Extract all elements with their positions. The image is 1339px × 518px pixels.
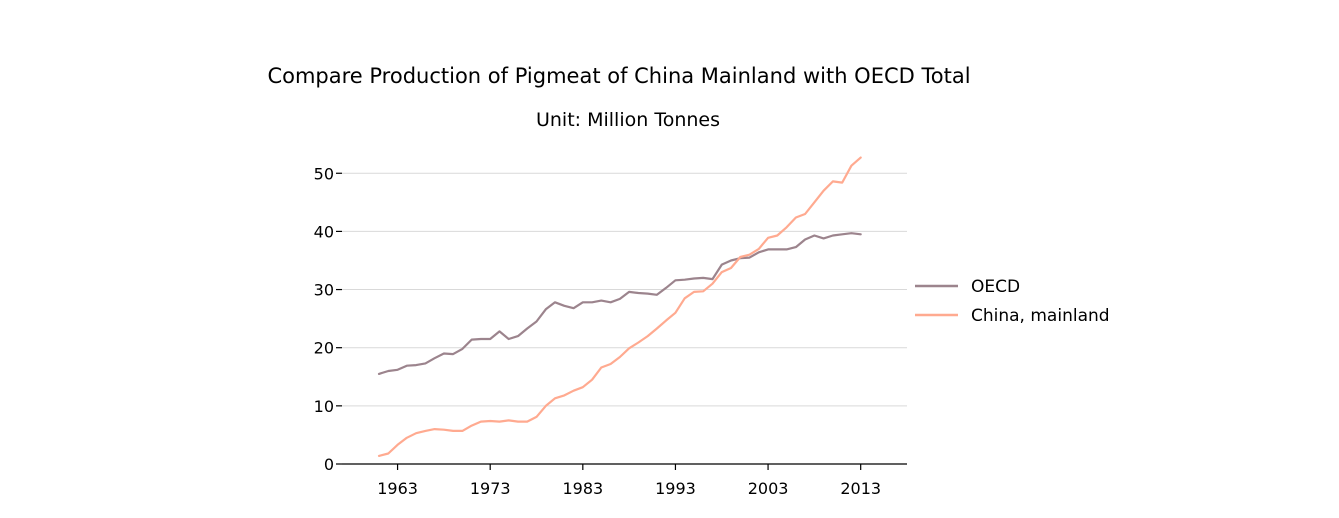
y-tick-label: 10 xyxy=(314,397,334,416)
legend-label: China, mainland xyxy=(971,306,1110,326)
x-tick-label: 1973 xyxy=(470,479,511,498)
chart-subtitle: Unit: Million Tonnes xyxy=(536,109,720,131)
x-tick-label: 2013 xyxy=(840,479,881,498)
y-tick-label: 40 xyxy=(314,222,334,241)
y-tick-label: 20 xyxy=(314,339,334,358)
x-tick-label: 1983 xyxy=(562,479,603,498)
gridlines xyxy=(342,172,907,407)
axes: 0 10 20 30 40 50 1963 1973 1983 1993 2003 2013 xyxy=(314,164,907,498)
series-lines xyxy=(377,156,862,457)
series-line-1 xyxy=(377,156,862,457)
legend: OECD China, mainland xyxy=(915,277,1110,326)
y-tick-label: 30 xyxy=(314,281,334,300)
x-tick-label: 2003 xyxy=(748,479,789,498)
y-tick-label: 0 xyxy=(324,455,334,474)
chart-title: Compare Production of Pigmeat of China M… xyxy=(267,64,970,88)
x-tick-label: 1963 xyxy=(377,479,418,498)
x-tick-label: 1993 xyxy=(655,479,696,498)
y-tick-label: 50 xyxy=(314,164,334,183)
legend-label: OECD xyxy=(971,277,1020,297)
series-line-0 xyxy=(377,232,862,375)
